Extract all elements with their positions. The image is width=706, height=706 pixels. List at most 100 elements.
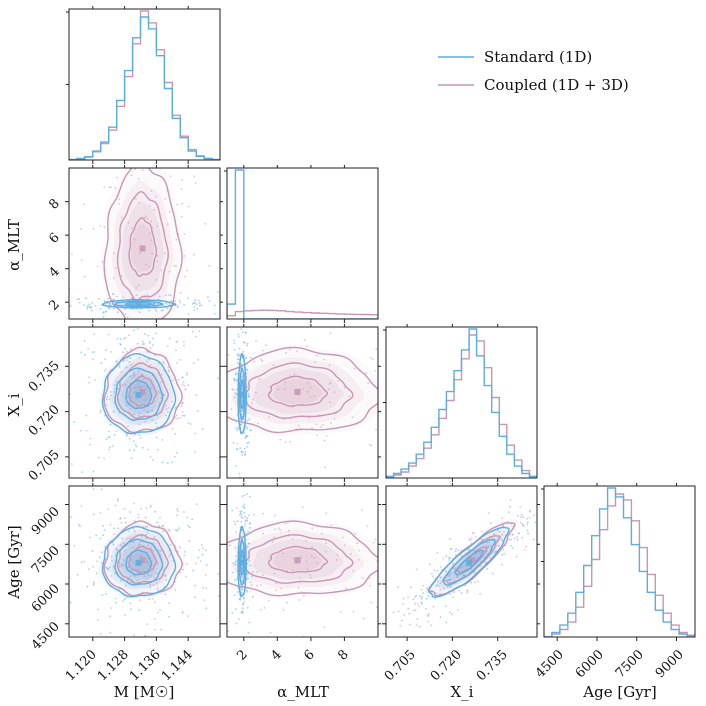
sample-point-standard	[162, 394, 165, 397]
sample-point-coupled	[129, 162, 131, 164]
sample-point-coupled	[151, 449, 153, 451]
x-tick-labels: 1.120 1.128 1.136 1.144 2 4 6 8 0.705 0.…	[63, 647, 687, 684]
sample-point-coupled	[92, 227, 95, 230]
sample-point-standard	[455, 548, 457, 551]
sample-point-standard	[501, 533, 504, 536]
sample-point-coupled	[339, 611, 342, 613]
sample-point-coupled	[120, 565, 123, 568]
sample-point-standard	[201, 428, 204, 431]
sample-point-standard	[67, 407, 69, 409]
sample-point-standard	[123, 549, 126, 552]
sample-point-coupled	[369, 630, 371, 632]
sample-point-coupled	[146, 332, 148, 334]
sample-point-standard	[164, 593, 167, 596]
sample-point-coupled	[322, 358, 325, 361]
sample-point-standard	[414, 596, 416, 598]
sample-point-coupled	[114, 597, 117, 600]
sample-point-standard	[244, 515, 247, 518]
sample-point-standard	[118, 365, 121, 368]
sample-point-coupled	[131, 448, 133, 450]
sample-point-coupled	[94, 379, 96, 381]
hist-line-standard-alpha	[227, 169, 378, 319]
sample-point-coupled	[125, 435, 128, 437]
sample-point-standard	[135, 445, 138, 448]
sample-point-coupled	[113, 252, 115, 255]
density-peak-standard	[135, 391, 142, 398]
sample-point-standard	[129, 375, 131, 378]
sample-point-coupled	[414, 570, 416, 572]
sample-point-coupled	[146, 350, 148, 353]
sample-point-standard	[243, 503, 246, 506]
sample-point-coupled	[291, 538, 294, 540]
sample-point-coupled	[125, 537, 128, 540]
sample-point-coupled	[63, 576, 65, 578]
sample-point-coupled	[123, 508, 126, 510]
sample-point-coupled	[105, 398, 108, 401]
sample-point-standard	[158, 295, 161, 298]
sample-point-coupled	[97, 619, 99, 622]
sample-point-standard	[236, 448, 238, 450]
sample-point-standard	[109, 566, 111, 568]
sample-point-coupled	[110, 575, 113, 577]
sample-point-coupled	[285, 324, 287, 326]
sample-point-coupled	[165, 408, 168, 411]
sample-point-standard	[445, 570, 447, 573]
sample-point-coupled	[108, 448, 111, 451]
y-tick-label-x: 0.720	[26, 402, 63, 439]
sample-point-coupled	[287, 530, 290, 532]
sample-point-coupled	[519, 506, 522, 508]
sample-point-coupled	[198, 549, 201, 552]
sample-point-coupled	[284, 522, 287, 525]
sample-point-standard	[107, 297, 109, 300]
sample-point-standard	[233, 378, 236, 381]
sample-point-standard	[130, 483, 132, 485]
sample-point-coupled	[443, 531, 445, 533]
sample-point-coupled	[414, 428, 416, 430]
sample-point-coupled	[108, 341, 110, 343]
sample-point-coupled	[194, 451, 196, 453]
sample-point-standard	[415, 568, 418, 571]
sample-point-coupled	[166, 223, 169, 226]
sample-point-standard	[197, 299, 200, 302]
sample-point-standard	[154, 510, 156, 513]
sample-point-coupled	[152, 542, 155, 544]
sample-point-coupled	[138, 423, 141, 426]
sample-point-coupled	[88, 381, 91, 384]
sample-point-coupled	[284, 388, 286, 391]
sample-point-standard	[139, 385, 142, 388]
sample-point-coupled	[262, 532, 265, 535]
sample-point-coupled	[174, 455, 176, 458]
sample-point-coupled	[181, 202, 184, 205]
sample-point-standard	[143, 342, 145, 345]
sample-point-standard	[149, 342, 151, 345]
sample-point-standard	[472, 532, 475, 534]
sample-point-standard	[86, 306, 88, 308]
sample-point-standard	[234, 608, 237, 611]
sample-point-coupled	[365, 372, 368, 375]
sample-point-coupled	[139, 120, 141, 122]
sample-point-coupled	[280, 587, 283, 590]
sample-point-standard	[119, 338, 122, 340]
sample-point-coupled	[369, 356, 372, 359]
sample-point-standard	[133, 449, 136, 452]
sample-point-coupled	[144, 420, 146, 423]
sample-point-coupled	[149, 504, 152, 507]
sample-point-coupled	[150, 547, 153, 550]
sample-point-standard	[235, 373, 237, 376]
sample-point-coupled	[41, 619, 43, 621]
sample-point-coupled	[414, 609, 417, 612]
sample-point-coupled	[449, 593, 451, 596]
sample-point-coupled	[132, 343, 134, 345]
sample-point-coupled	[176, 340, 179, 343]
x-tick-label-x: 0.735	[474, 647, 511, 684]
sample-point-coupled	[113, 532, 115, 535]
sample-point-standard	[111, 559, 113, 562]
sample-point-standard	[236, 388, 239, 391]
sample-point-standard	[165, 302, 168, 305]
sample-point-coupled	[169, 337, 171, 340]
sample-point-standard	[148, 564, 151, 566]
sample-point-standard	[239, 447, 242, 449]
sample-point-coupled	[141, 334, 143, 336]
sample-point-coupled	[402, 602, 405, 605]
sample-point-coupled	[303, 339, 306, 342]
